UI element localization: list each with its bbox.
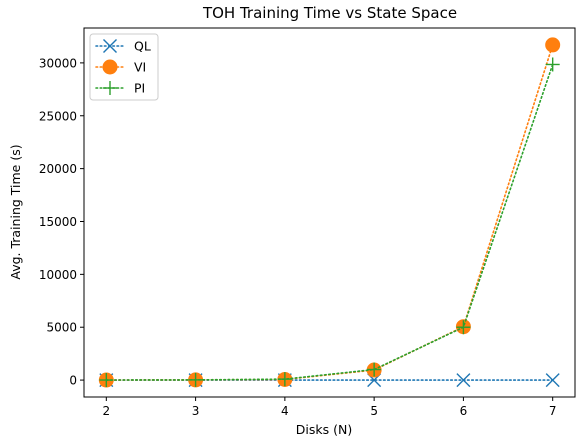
y-tick-label: 30000 bbox=[39, 56, 77, 70]
x-tick-label: 7 bbox=[549, 404, 557, 418]
y-axis-label: Avg. Training Time (s) bbox=[8, 144, 23, 279]
x-tick-label: 5 bbox=[370, 404, 378, 418]
x-tick-label: 2 bbox=[102, 404, 110, 418]
chart-title: TOH Training Time vs State Space bbox=[202, 4, 457, 22]
y-tick-label: 20000 bbox=[39, 162, 77, 176]
legend-label: QL bbox=[134, 39, 151, 54]
data-point-vi bbox=[546, 38, 560, 52]
y-tick-label: 25000 bbox=[39, 109, 77, 123]
y-tick-label: 10000 bbox=[39, 268, 77, 282]
x-tick-label: 6 bbox=[460, 404, 468, 418]
x-tick-label: 3 bbox=[192, 404, 200, 418]
legend-label: PI bbox=[134, 81, 145, 96]
y-tick-label: 15000 bbox=[39, 215, 77, 229]
legend-label: VI bbox=[134, 60, 146, 75]
legend: QL VI PI bbox=[90, 34, 158, 100]
legend-marker bbox=[103, 60, 117, 74]
x-tick-label: 4 bbox=[281, 404, 289, 418]
y-tick-label: 5000 bbox=[46, 321, 77, 335]
x-axis-label: Disks (N) bbox=[296, 422, 352, 437]
y-tick-label: 0 bbox=[69, 374, 77, 388]
